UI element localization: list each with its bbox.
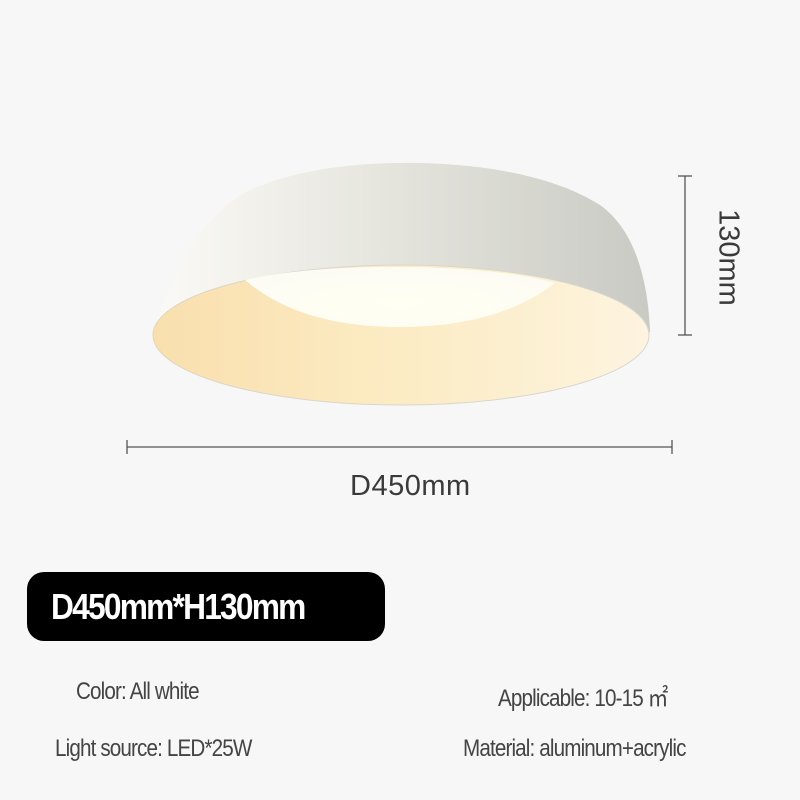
spec-applicable: Applicable: 10-15 ㎡: [498, 685, 668, 712]
spec-material: Material: aluminum+acrylic: [463, 735, 686, 762]
spec-color: Color: All white: [76, 678, 200, 705]
spec-light-source: Light source: LED*25W: [55, 735, 252, 762]
diameter-label: D450mm: [350, 470, 471, 502]
diameter-dimension-line: [126, 440, 673, 454]
lamp-light-opening: [245, 266, 555, 327]
height-dimension-line: [678, 175, 692, 336]
size-badge-text: D450mm*H130mm: [51, 585, 306, 627]
height-label: 130mm: [712, 209, 745, 306]
size-badge: D450mm*H130mm: [27, 572, 385, 641]
